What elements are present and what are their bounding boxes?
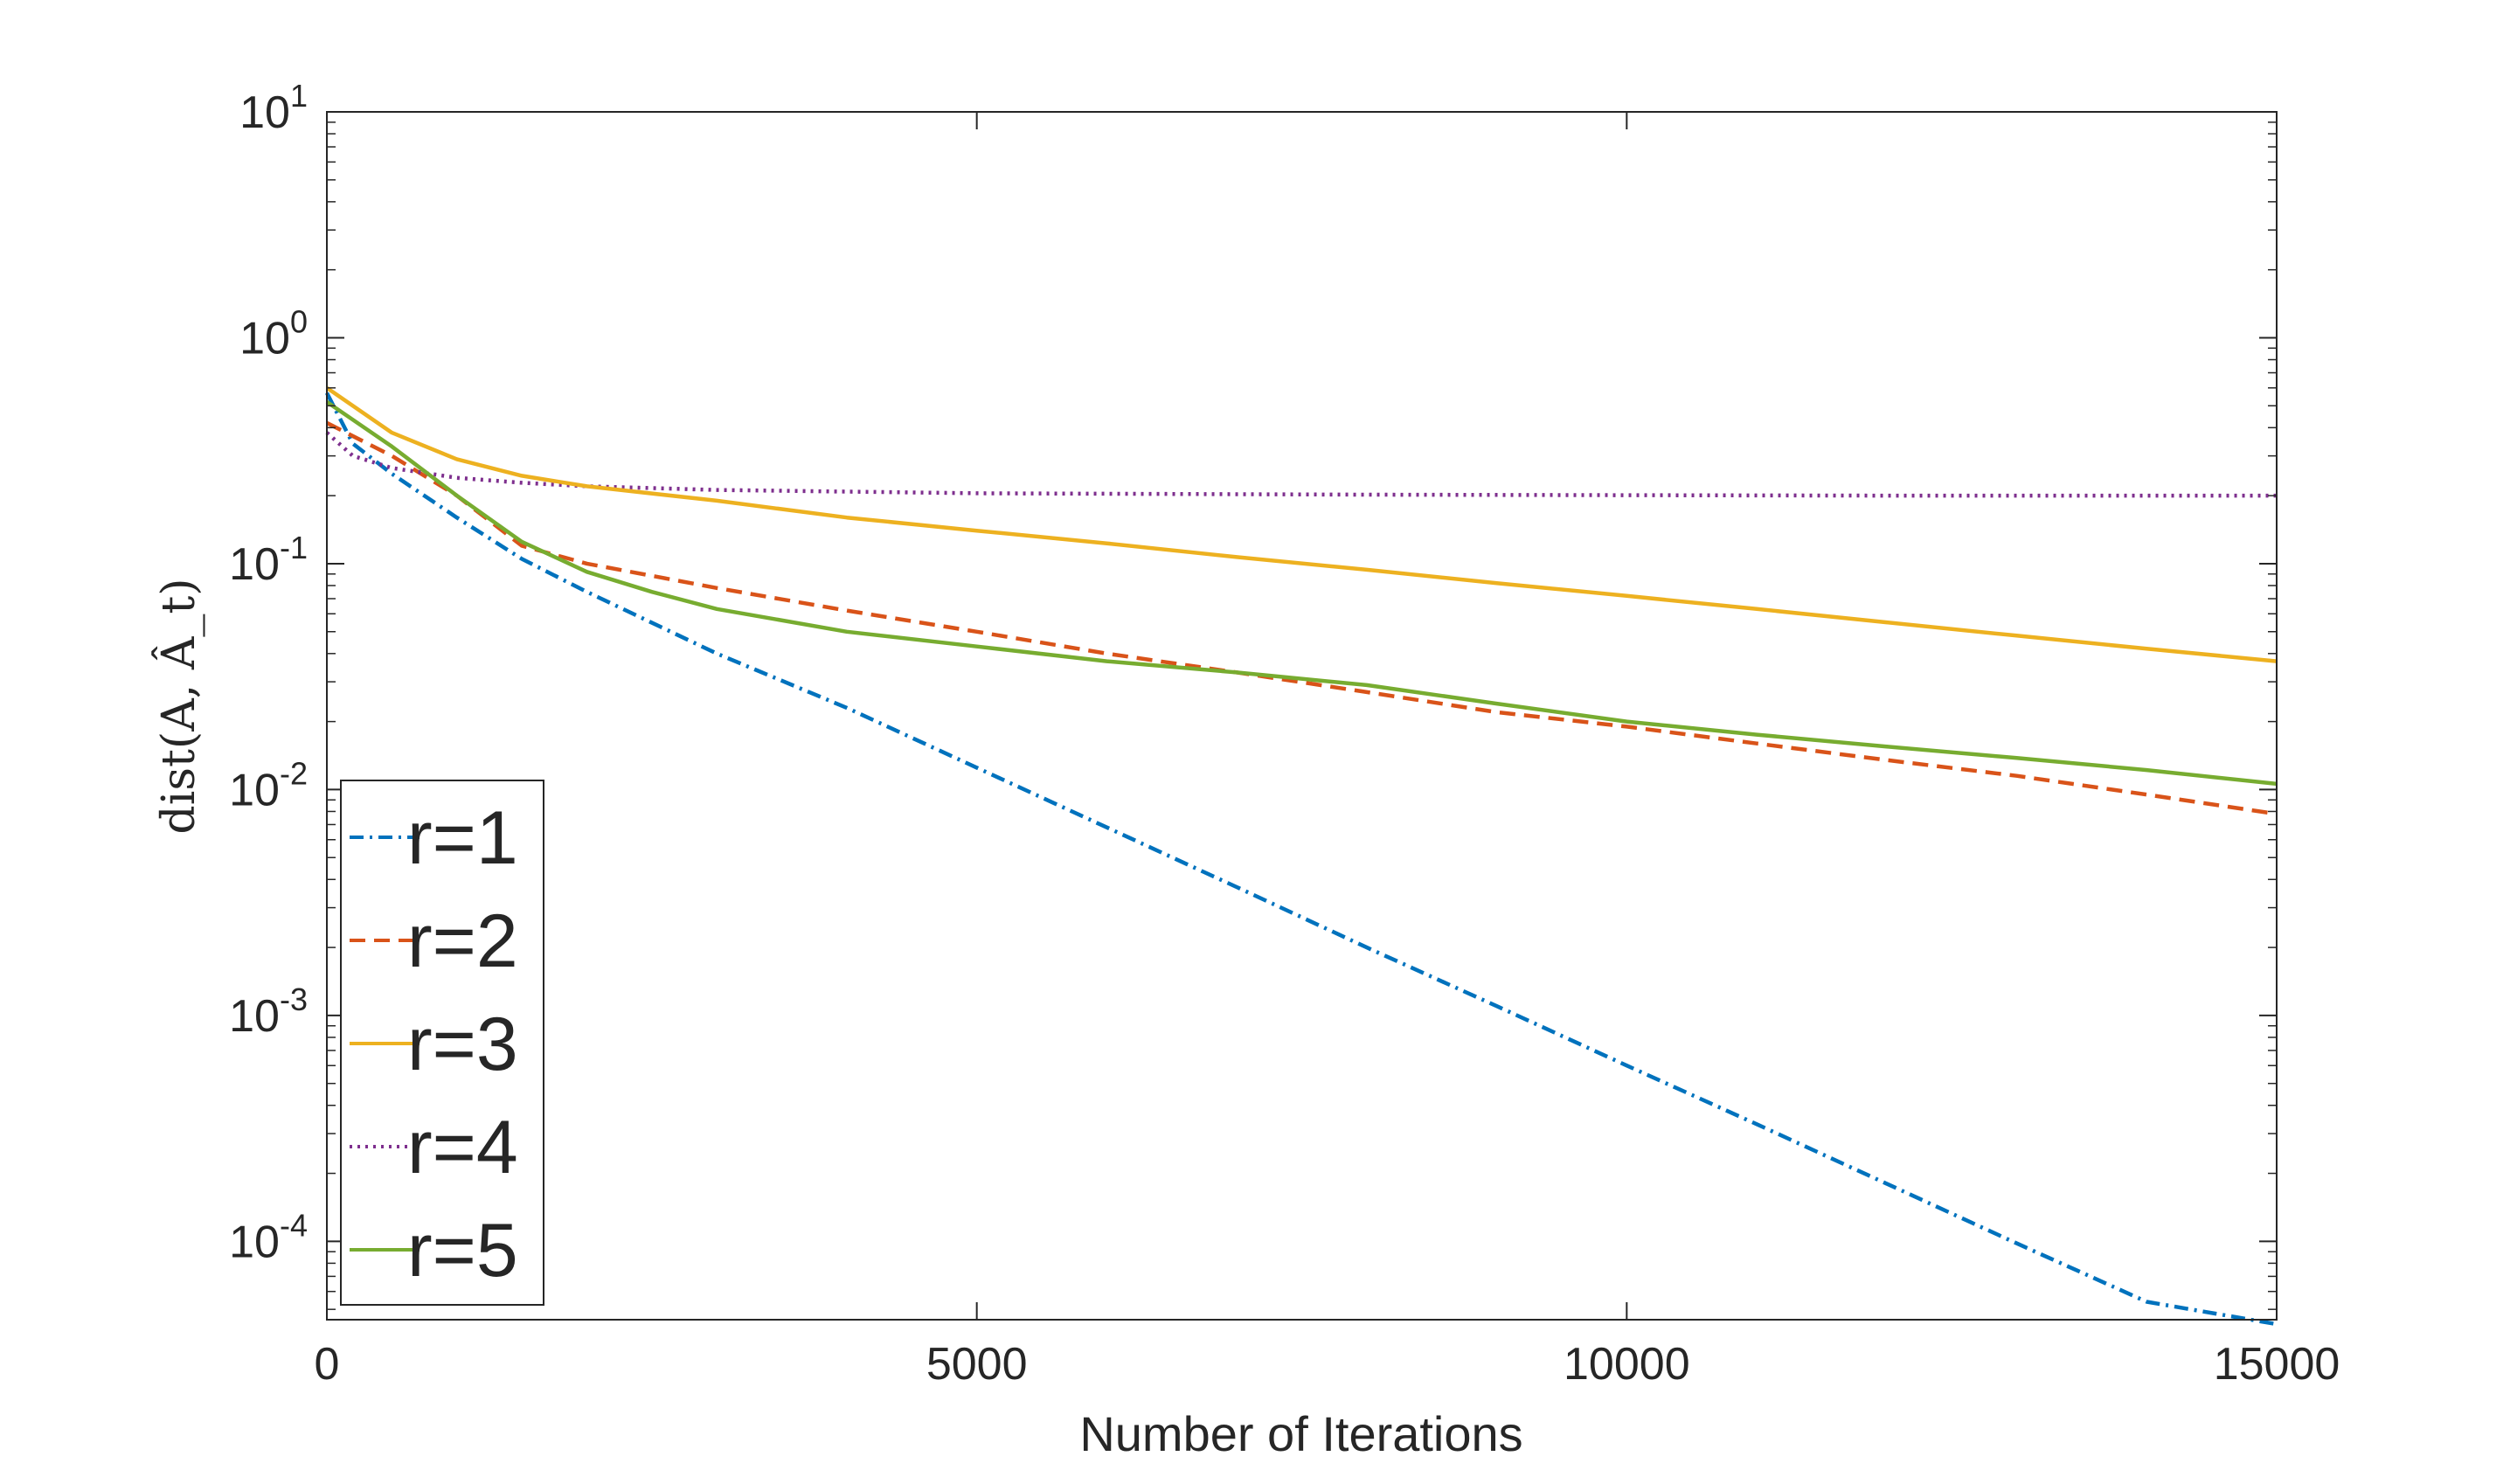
y-axis-label: dist(A, Â_t) — [151, 578, 205, 834]
legend-label: r=2 — [407, 899, 518, 983]
x-tick-label: 15000 — [2214, 1339, 2340, 1390]
x-tick-label: 0 — [315, 1339, 340, 1390]
x-axis-label: Number of Iterations — [1079, 1406, 1522, 1461]
series-line-r1 — [324, 392, 2278, 1327]
series-line-r3 — [325, 385, 2278, 663]
y-tick-label: 10-2 — [229, 755, 308, 815]
series-layer — [324, 385, 2278, 1327]
plot-frame — [326, 111, 2278, 1321]
x-tick-label: 10000 — [1564, 1339, 1690, 1390]
x-tick-label: 5000 — [926, 1339, 1028, 1390]
y-tick-label: 10-1 — [229, 530, 308, 590]
legend-label: r=5 — [407, 1209, 518, 1293]
y-tick-label: 101 — [239, 78, 308, 138]
legend-label: r=1 — [407, 796, 518, 880]
y-tick-label: 100 — [239, 303, 308, 364]
legend-label: r=3 — [407, 1002, 518, 1086]
legend-label: r=4 — [407, 1106, 518, 1189]
series-line-r2 — [325, 420, 2278, 816]
y-tick-label: 10-3 — [229, 981, 308, 1042]
series-line-r5 — [325, 400, 2278, 787]
legend: r=1 r=2 r=3 r=4 r=5 — [340, 780, 544, 1306]
axes: 0 5000 10000 15000 101 100 10-1 10-2 10-3 10-4 — [229, 78, 2340, 1390]
series-line-r4 — [325, 431, 2277, 498]
y-tick-label: 10-4 — [229, 1207, 308, 1267]
